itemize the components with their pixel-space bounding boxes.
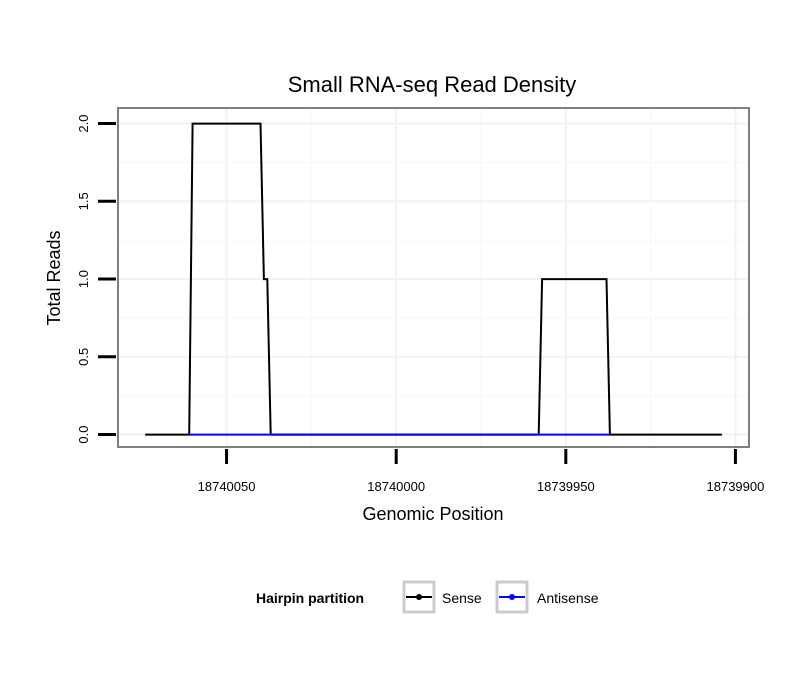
plot-panel-border: [117, 107, 750, 448]
legend-label-antisense: Antisense: [537, 590, 599, 606]
legend-dot-antisense: [509, 594, 515, 600]
y-tick-label: 0.5: [76, 348, 91, 366]
y-tick-label: 0.0: [76, 426, 91, 444]
legend: Hairpin partition Sense Antisense: [256, 580, 599, 614]
grid-lines: [118, 108, 749, 447]
y-tick-label: 2.0: [76, 115, 91, 133]
x-tick-label: 18740000: [367, 479, 425, 494]
x-axis-ticks: 18740050 18740000 18739950 18739900: [198, 449, 765, 494]
x-tick-label: 18740050: [198, 479, 256, 494]
x-axis-title: Genomic Position: [362, 504, 503, 524]
series-line-sense: [145, 122, 722, 436]
plot-series: [145, 122, 722, 436]
y-axis-ticks: 0.0 0.5 1.0 1.5 2.0: [76, 115, 116, 444]
x-tick-label: 18739950: [537, 479, 595, 494]
y-tick-label: 1.5: [76, 192, 91, 210]
y-axis-title: Total Reads: [44, 230, 64, 325]
legend-dot-sense: [416, 594, 422, 600]
x-tick-label: 18739900: [707, 479, 765, 494]
legend-key-antisense: [495, 580, 529, 614]
y-tick-label: 1.0: [76, 270, 91, 288]
chart-title: Small RNA-seq Read Density: [288, 72, 577, 97]
legend-title: Hairpin partition: [256, 590, 364, 606]
legend-label-sense: Sense: [442, 590, 482, 606]
